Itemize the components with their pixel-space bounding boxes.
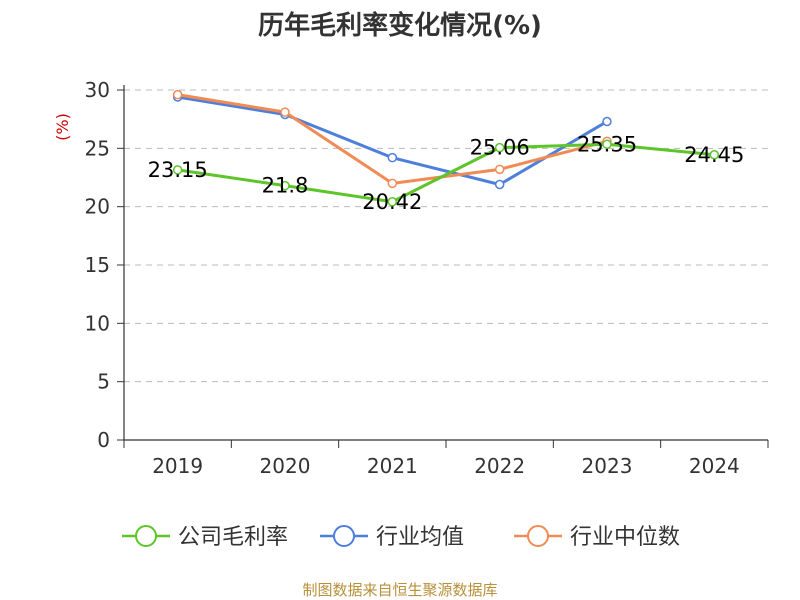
x-tick-label: 2019 [152, 454, 203, 478]
axes [117, 85, 769, 448]
data-point [387, 197, 398, 207]
data-label: 25.06 [470, 136, 530, 160]
legend-marker [135, 525, 157, 547]
x-tick-label: 2020 [260, 454, 311, 478]
legend-item: 行业均值 [320, 525, 464, 550]
data-point [602, 139, 612, 149]
legend-label: 行业均值 [376, 525, 464, 550]
grid-lines [124, 89, 768, 383]
y-tick-label: 25 [85, 136, 110, 160]
series-0 [172, 139, 720, 207]
legend: 公司毛利率 行业均值 行业中位数 [122, 525, 680, 550]
series-line [177, 95, 608, 186]
legend-label: 公司毛利率 [178, 525, 288, 550]
legend-item: 行业中位数 [514, 525, 680, 550]
x-tick-label: 2021 [367, 454, 418, 478]
series-1 [172, 92, 612, 190]
legend-item: 公司毛利率 [122, 525, 288, 550]
data-point [387, 178, 398, 189]
data-label: 25.35 [577, 132, 637, 156]
y-tick-label: 0 [97, 428, 110, 452]
y-tick-label: 10 [85, 311, 110, 335]
data-label: 24.45 [684, 143, 744, 167]
series-line [177, 142, 715, 204]
data-point [494, 164, 505, 175]
y-tick-label: 15 [85, 253, 110, 277]
data-point [709, 150, 720, 160]
data-label: 23.15 [148, 158, 208, 182]
data-labels: 23.15 21.8 20.42 25.06 25.35 24.45 [148, 132, 745, 214]
data-point [280, 107, 290, 117]
data-point [494, 142, 505, 153]
data-point [172, 89, 183, 100]
y-tick-labels: 0 5 10 15 20 25 30 [85, 78, 110, 452]
x-tick-labels: 2019 2020 2021 2022 2023 2024 [152, 454, 740, 478]
data-point [602, 116, 612, 127]
x-tick-label: 2022 [474, 454, 525, 478]
series-lines [172, 89, 720, 207]
data-label: 20.42 [362, 190, 422, 214]
x-tick-label: 2023 [582, 454, 633, 478]
y-tick-label: 30 [85, 78, 110, 102]
legend-label: 行业中位数 [570, 525, 680, 550]
data-point [494, 179, 505, 190]
data-label: 21.8 [262, 174, 309, 198]
chart-title: 历年毛利率变化情况(%) [258, 10, 542, 41]
x-tick-label: 2024 [689, 454, 740, 478]
y-tick-label: 5 [97, 370, 110, 394]
data-point [172, 165, 183, 175]
y-axis-unit: (%) [53, 113, 72, 141]
source-note: 制图数据来自恒生聚源数据库 [302, 581, 497, 599]
legend-marker [333, 525, 355, 547]
series-2 [172, 89, 612, 189]
legend-marker [527, 525, 549, 547]
data-point [387, 152, 398, 163]
data-point [280, 180, 290, 191]
y-tick-label: 20 [85, 195, 110, 219]
